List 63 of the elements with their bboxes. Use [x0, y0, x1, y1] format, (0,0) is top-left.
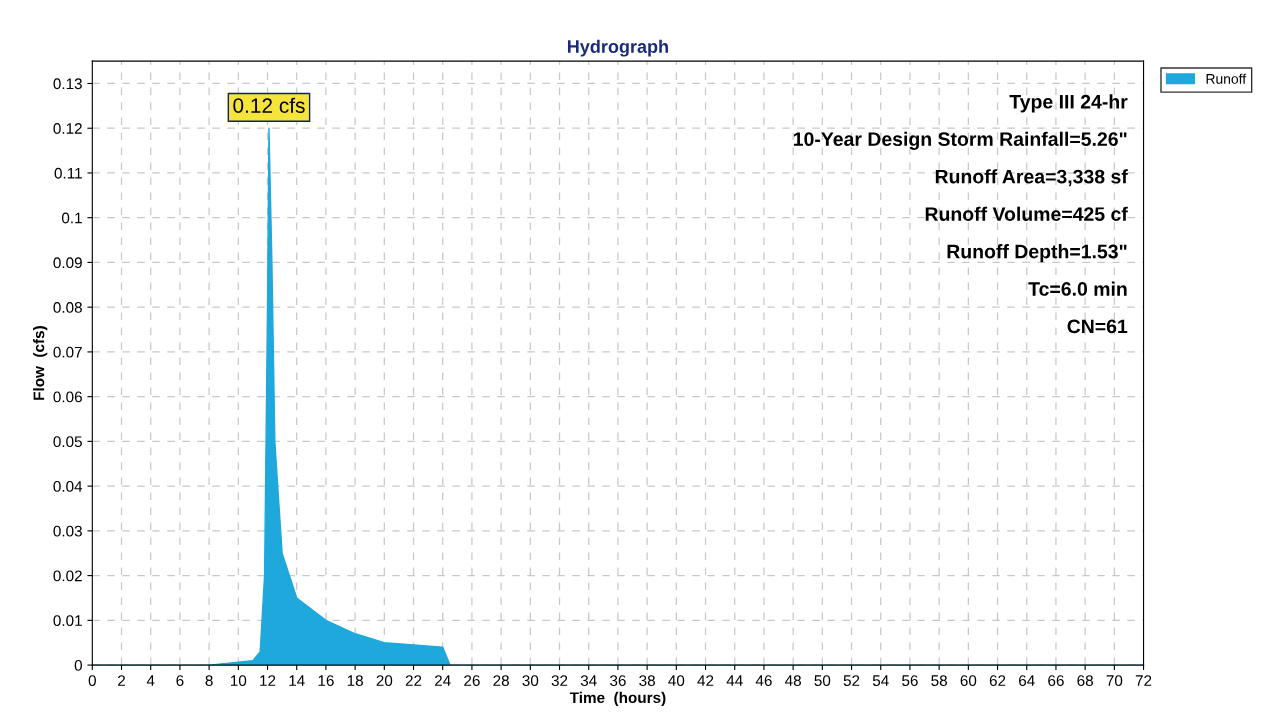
x-tick-label: 16 — [318, 675, 334, 687]
y-tick-label: 0.01 — [53, 615, 82, 627]
x-tick-label: 28 — [493, 675, 509, 687]
y-tick-label: 0.03 — [53, 525, 82, 537]
x-tick-label: 14 — [289, 675, 305, 686]
y-tick-label: 0.08 — [53, 302, 82, 313]
chart-title: Hydrograph — [567, 39, 668, 57]
annotation: Runoff Volume=425 cf — [925, 206, 1128, 221]
x-tick-label: 30 — [522, 675, 539, 687]
x-tick-label: 20 — [376, 675, 393, 687]
y-tick-label: 0.1 — [61, 212, 82, 224]
x-tick-label: 44 — [726, 675, 743, 686]
y-tick-label: 0.12 — [53, 123, 82, 134]
x-tick-label: 48 — [784, 675, 801, 687]
x-tick-label: 62 — [989, 675, 1006, 687]
x-tick-label: 18 — [347, 675, 363, 687]
y-tick-label: 0.04 — [53, 480, 83, 492]
x-tick-label: 50 — [814, 675, 831, 687]
x-tick-label: 2 — [118, 675, 125, 686]
x-tick-label: 52 — [843, 675, 860, 687]
annotation: Type III 24-hr — [1009, 94, 1128, 113]
legend-label: Runoff — [1206, 73, 1247, 84]
x-axis-title: Time (hours) — [569, 691, 666, 707]
annotation: Runoff Depth=1.53" — [947, 244, 1127, 263]
x-tick-label: 24 — [434, 675, 451, 686]
x-tick-label: 54 — [872, 675, 889, 687]
x-tick-label: 22 — [405, 675, 422, 686]
y-tick-label: 0.11 — [54, 167, 82, 179]
x-tick-label: 40 — [668, 675, 685, 687]
annotation: 10-Year Design Storm Rainfall=5.26" — [793, 131, 1127, 150]
x-tick-label: 32 — [551, 675, 568, 687]
y-tick-label: 0.13 — [53, 78, 82, 90]
x-tick-label: 56 — [902, 675, 918, 687]
x-tick-label: 72 — [1135, 675, 1152, 686]
annotation: Tc=6.0 min — [1028, 281, 1127, 296]
x-tick-label: 4 — [146, 675, 155, 686]
x-tick-label: 0 — [88, 675, 96, 687]
annotation: 0.12 cfs — [233, 97, 305, 113]
y-tick-label: 0.02 — [53, 570, 82, 582]
annotation: CN=61 — [1067, 319, 1128, 334]
x-tick-label: 36 — [610, 675, 626, 687]
annotation: Runoff Area=3,338 sf — [935, 169, 1128, 187]
x-tick-label: 46 — [755, 675, 772, 687]
x-tick-label: 38 — [639, 675, 655, 687]
x-tick-label: 6 — [176, 675, 184, 687]
x-tick-label: 64 — [1019, 675, 1035, 687]
y-axis-title: Flow (cfs) — [33, 326, 48, 400]
y-tick-label: 0.06 — [53, 391, 82, 403]
x-tick-label: 42 — [697, 675, 714, 686]
x-tick-label: 68 — [1077, 675, 1093, 687]
x-tick-label: 34 — [580, 675, 597, 687]
x-tick-label: 58 — [931, 675, 947, 687]
x-tick-label: 60 — [960, 675, 977, 687]
y-tick-label: 0.09 — [53, 257, 82, 269]
x-tick-label: 10 — [230, 675, 247, 687]
y-tick-label: 0 — [74, 659, 82, 671]
x-tick-label: 26 — [464, 675, 480, 687]
y-tick-label: 0.07 — [53, 346, 82, 358]
x-tick-label: 70 — [1106, 675, 1123, 687]
x-tick-label: 8 — [205, 675, 213, 687]
x-tick-label: 66 — [1048, 675, 1064, 687]
x-tick-label: 12 — [260, 675, 276, 686]
y-tick-label: 0.05 — [53, 436, 82, 448]
